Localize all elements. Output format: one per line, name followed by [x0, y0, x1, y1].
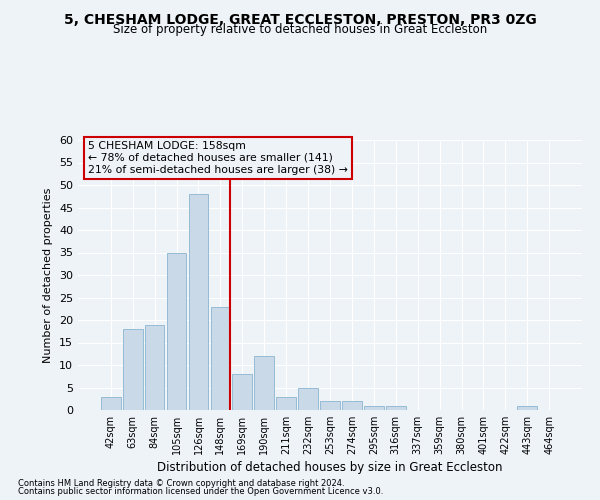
Text: Contains public sector information licensed under the Open Government Licence v3: Contains public sector information licen… [18, 487, 383, 496]
Text: Contains HM Land Registry data © Crown copyright and database right 2024.: Contains HM Land Registry data © Crown c… [18, 478, 344, 488]
Y-axis label: Number of detached properties: Number of detached properties [43, 188, 53, 362]
Bar [101, 396, 121, 410]
Bar [123, 329, 143, 410]
Bar [188, 194, 208, 410]
Text: Size of property relative to detached houses in Great Eccleston: Size of property relative to detached ho… [113, 22, 487, 36]
Bar [364, 406, 384, 410]
Bar [232, 374, 252, 410]
Bar [320, 401, 340, 410]
Bar [276, 396, 296, 410]
Bar [254, 356, 274, 410]
Text: 5, CHESHAM LODGE, GREAT ECCLESTON, PRESTON, PR3 0ZG: 5, CHESHAM LODGE, GREAT ECCLESTON, PREST… [64, 12, 536, 26]
Bar [298, 388, 318, 410]
Bar [517, 406, 537, 410]
Bar [145, 324, 164, 410]
Bar [342, 401, 362, 410]
Text: Distribution of detached houses by size in Great Eccleston: Distribution of detached houses by size … [157, 461, 503, 474]
Bar [386, 406, 406, 410]
Bar [167, 252, 187, 410]
Bar [211, 306, 230, 410]
Text: 5 CHESHAM LODGE: 158sqm
← 78% of detached houses are smaller (141)
21% of semi-d: 5 CHESHAM LODGE: 158sqm ← 78% of detache… [88, 142, 348, 174]
